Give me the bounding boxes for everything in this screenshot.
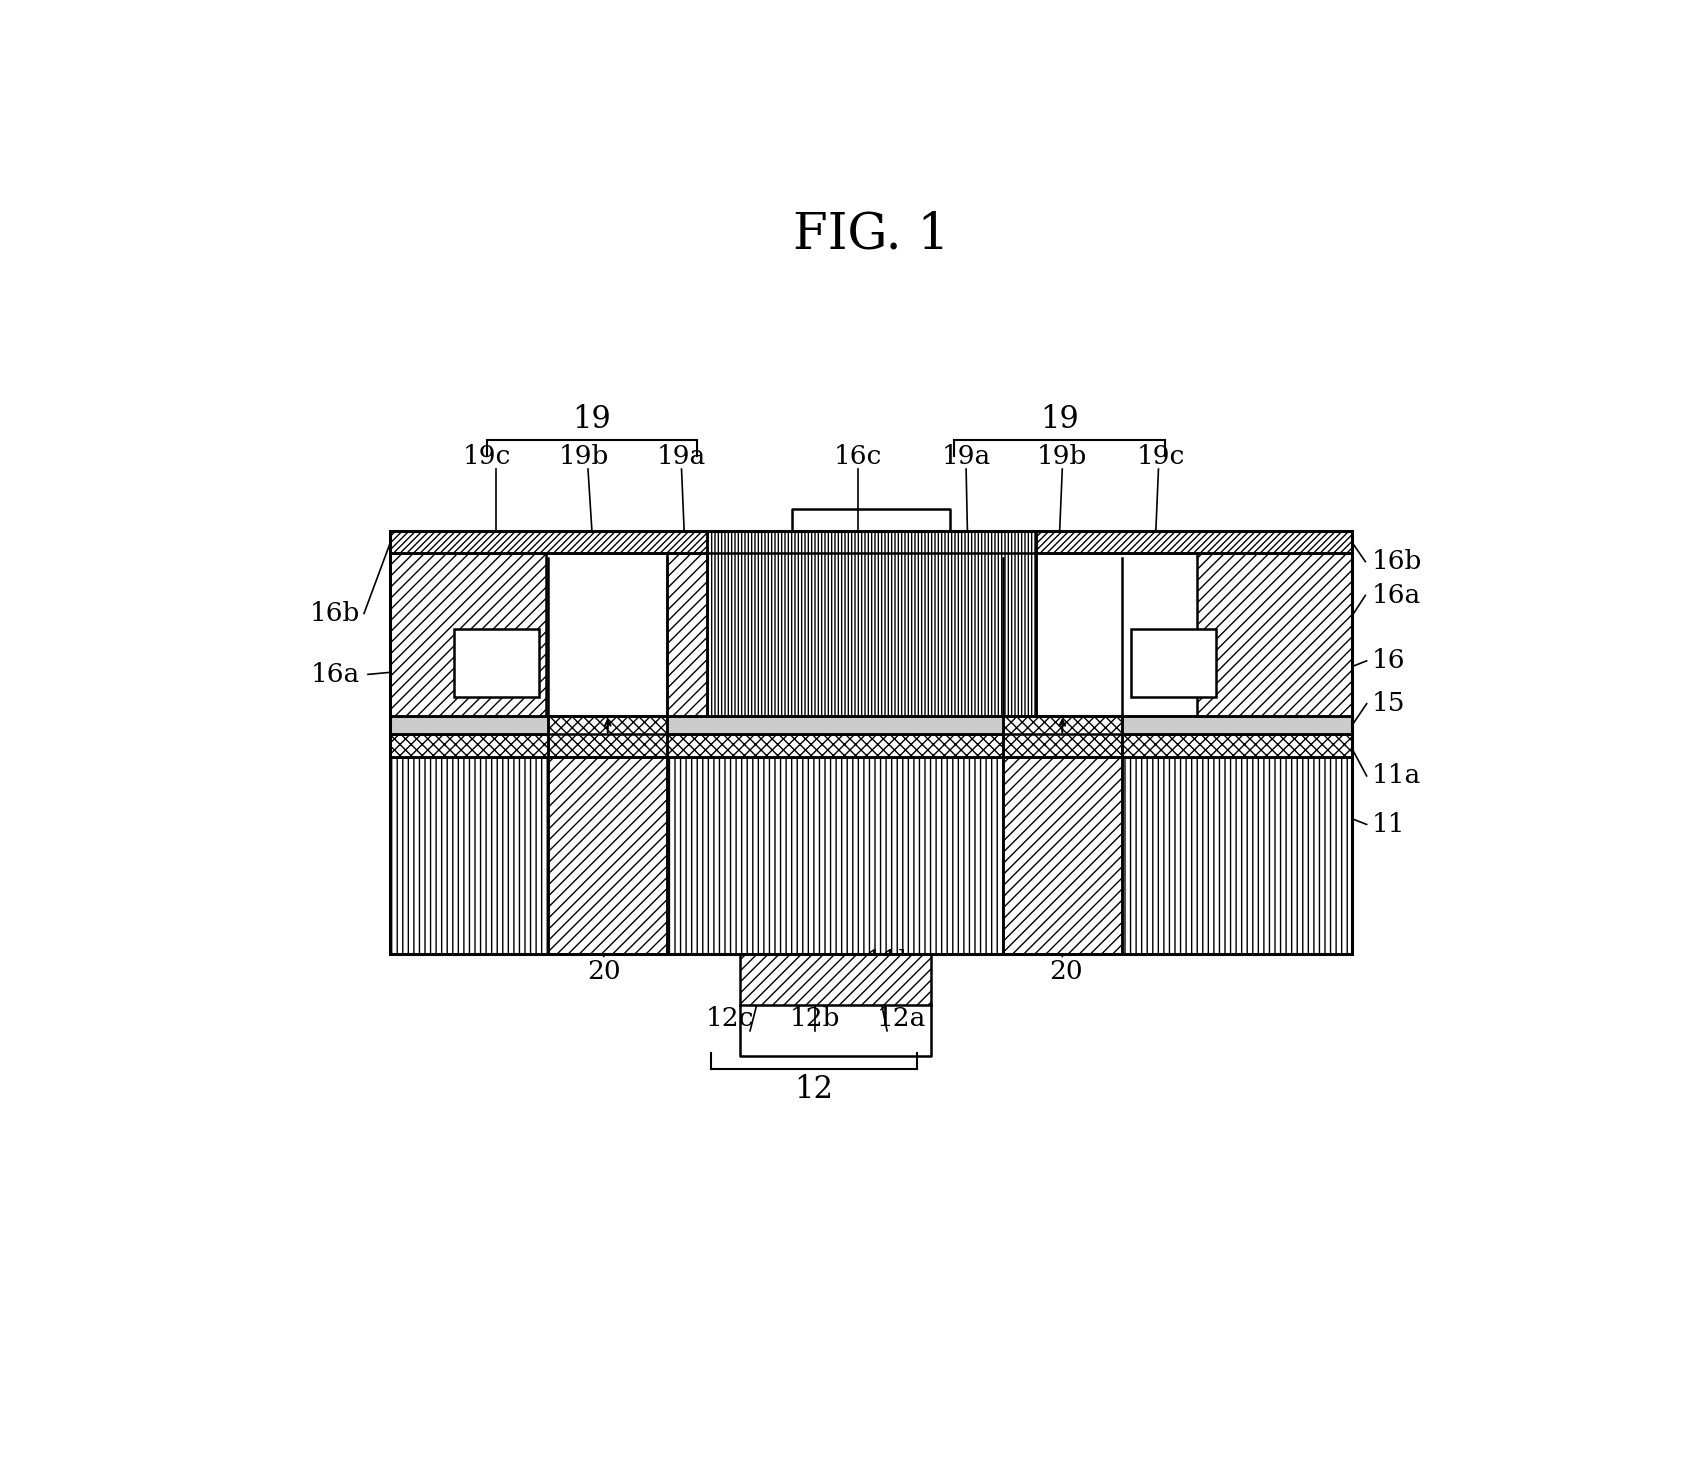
Text: 19a: 19a xyxy=(942,444,991,469)
Text: 12b: 12b xyxy=(789,1006,840,1031)
Text: 11: 11 xyxy=(1372,812,1406,837)
Bar xyxy=(740,954,930,1005)
Text: 16: 16 xyxy=(1372,649,1406,674)
Text: 19b: 19b xyxy=(559,444,609,469)
Text: 16a: 16a xyxy=(311,662,360,687)
Bar xyxy=(549,716,666,757)
Bar xyxy=(454,630,539,697)
Text: 19: 19 xyxy=(1040,404,1080,435)
Bar xyxy=(666,552,1017,716)
Bar xyxy=(391,532,1352,552)
Text: 19c: 19c xyxy=(1137,444,1185,469)
Bar xyxy=(1003,757,1122,954)
Text: 11b: 11b xyxy=(865,949,916,974)
Text: 19: 19 xyxy=(573,404,612,435)
Bar xyxy=(1003,716,1122,757)
Text: 16a: 16a xyxy=(1372,583,1421,608)
Text: 16b: 16b xyxy=(1372,549,1423,574)
Text: 16c: 16c xyxy=(835,444,882,469)
Bar xyxy=(1197,552,1352,716)
Bar xyxy=(391,532,1352,954)
Text: 16b: 16b xyxy=(309,601,360,626)
Bar xyxy=(549,757,666,954)
Text: 12: 12 xyxy=(794,1074,833,1105)
Bar xyxy=(391,716,1352,734)
Text: 20: 20 xyxy=(586,958,620,983)
Bar xyxy=(391,734,1352,757)
Bar xyxy=(707,532,1035,716)
Text: 12c: 12c xyxy=(706,1006,755,1031)
Bar xyxy=(1130,630,1217,697)
Text: 20: 20 xyxy=(1049,958,1083,983)
Text: FIG. 1: FIG. 1 xyxy=(794,209,949,259)
Text: 19a: 19a xyxy=(656,444,706,469)
Bar xyxy=(391,552,546,716)
Text: 19b: 19b xyxy=(1037,444,1088,469)
Text: 15: 15 xyxy=(1372,691,1406,716)
Text: 12a: 12a xyxy=(877,1006,927,1031)
Text: 19c: 19c xyxy=(462,444,510,469)
Text: 11a: 11a xyxy=(1372,763,1421,788)
Bar xyxy=(391,757,1352,954)
